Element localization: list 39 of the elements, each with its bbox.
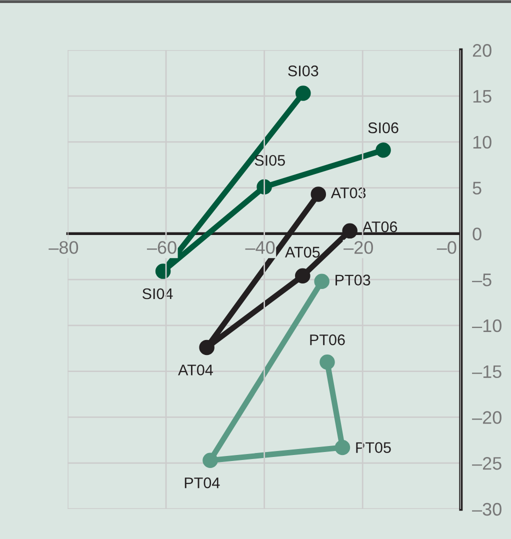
annotation: PT06 (310, 334, 345, 346)
y-tick-label: 10 (473, 136, 492, 149)
point (314, 274, 330, 290)
y-tick-label: –30 (472, 502, 502, 516)
y-tick-label: –10 (472, 319, 502, 332)
y-tick-label: 5 (472, 182, 482, 194)
annotation: AT05 (284, 246, 320, 258)
x-tick-label: –20 (344, 241, 373, 254)
annotation: PT03 (336, 274, 370, 286)
annotation: PT05 (356, 442, 391, 453)
y-tick-label: 15 (473, 90, 492, 103)
y-tick-label: –20 (472, 411, 502, 424)
annotation: AT06 (362, 221, 398, 232)
x-tick-label: –80 (48, 241, 78, 254)
point (342, 223, 358, 239)
point (310, 186, 326, 202)
annotation: PT04 (184, 477, 220, 488)
point (202, 452, 218, 468)
annotation: SI05 (254, 154, 285, 166)
y-tick-label: –15 (472, 365, 502, 378)
point (376, 142, 391, 158)
annotation: SI03 (288, 66, 318, 76)
y-tick-label: 20 (472, 44, 492, 57)
point (155, 264, 171, 279)
x-tick-label: –40 (245, 241, 275, 254)
x-tick-label: –0 (436, 241, 456, 254)
point (295, 268, 310, 284)
point (334, 440, 350, 456)
point (296, 86, 311, 101)
y-tick-label: –5 (472, 274, 492, 286)
point (320, 354, 335, 370)
annotation: SI06 (368, 122, 398, 134)
annotation: SI04 (142, 288, 173, 300)
annotation: AT03 (330, 187, 366, 198)
point (199, 340, 214, 356)
annotation: AT04 (178, 364, 213, 376)
y-tick-label: –25 (472, 457, 502, 470)
x-tick-label: –60 (146, 241, 176, 254)
y-tick-label: 0 (472, 228, 482, 240)
